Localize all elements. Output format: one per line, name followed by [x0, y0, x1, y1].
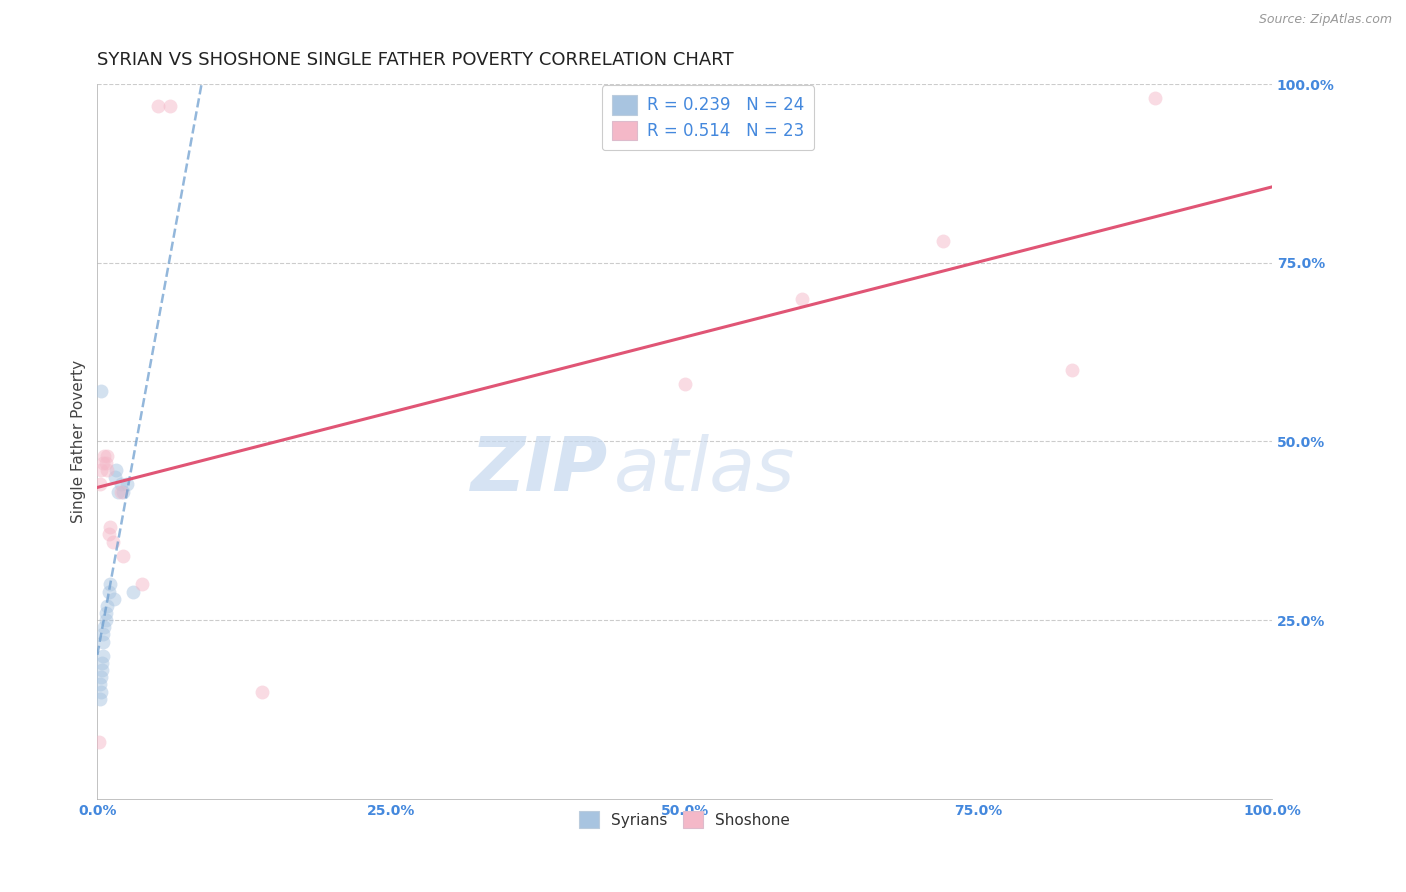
Point	[90, 384, 112, 399]
Point	[250, 684, 273, 698]
Text: SYRIAN VS SHOSHONE SINGLE FATHER POVERTY CORRELATION CHART: SYRIAN VS SHOSHONE SINGLE FATHER POVERTY…	[97, 51, 734, 69]
Point	[932, 235, 955, 249]
Point	[96, 449, 118, 463]
Point	[91, 627, 114, 641]
Point	[98, 584, 121, 599]
Point	[91, 663, 114, 677]
Text: ZIP: ZIP	[471, 434, 609, 507]
Point	[89, 691, 111, 706]
Point	[110, 484, 132, 499]
Point	[131, 577, 153, 591]
Y-axis label: Single Father Poverty: Single Father Poverty	[72, 359, 86, 523]
Point	[101, 534, 124, 549]
Point	[98, 520, 121, 534]
Point	[107, 484, 129, 499]
Point	[94, 456, 117, 470]
Text: Source: ZipAtlas.com: Source: ZipAtlas.com	[1258, 13, 1392, 27]
Point	[93, 449, 115, 463]
Point	[89, 677, 111, 691]
Point	[94, 613, 117, 627]
Point	[112, 549, 135, 563]
Point	[121, 584, 143, 599]
Point	[90, 670, 112, 684]
Point	[96, 599, 118, 613]
Point	[98, 527, 121, 541]
Legend: Syrians, Shoshone: Syrians, Shoshone	[574, 805, 796, 834]
Point	[94, 606, 117, 620]
Point	[96, 463, 118, 477]
Point	[673, 377, 696, 392]
Point	[91, 648, 114, 663]
Point	[93, 620, 115, 634]
Point	[98, 577, 121, 591]
Point	[91, 634, 114, 648]
Point	[90, 684, 112, 698]
Point	[1062, 363, 1084, 377]
Point	[115, 477, 138, 491]
Point	[87, 734, 110, 748]
Point	[91, 656, 114, 670]
Point	[110, 477, 132, 491]
Point	[105, 463, 128, 477]
Point	[90, 463, 112, 477]
Point	[159, 98, 181, 112]
Point	[792, 292, 814, 306]
Text: atlas: atlas	[614, 434, 796, 506]
Point	[89, 477, 111, 491]
Point	[104, 470, 127, 484]
Point	[91, 456, 114, 470]
Point	[1143, 91, 1166, 105]
Point	[112, 484, 135, 499]
Point	[103, 591, 125, 606]
Point	[148, 98, 170, 112]
